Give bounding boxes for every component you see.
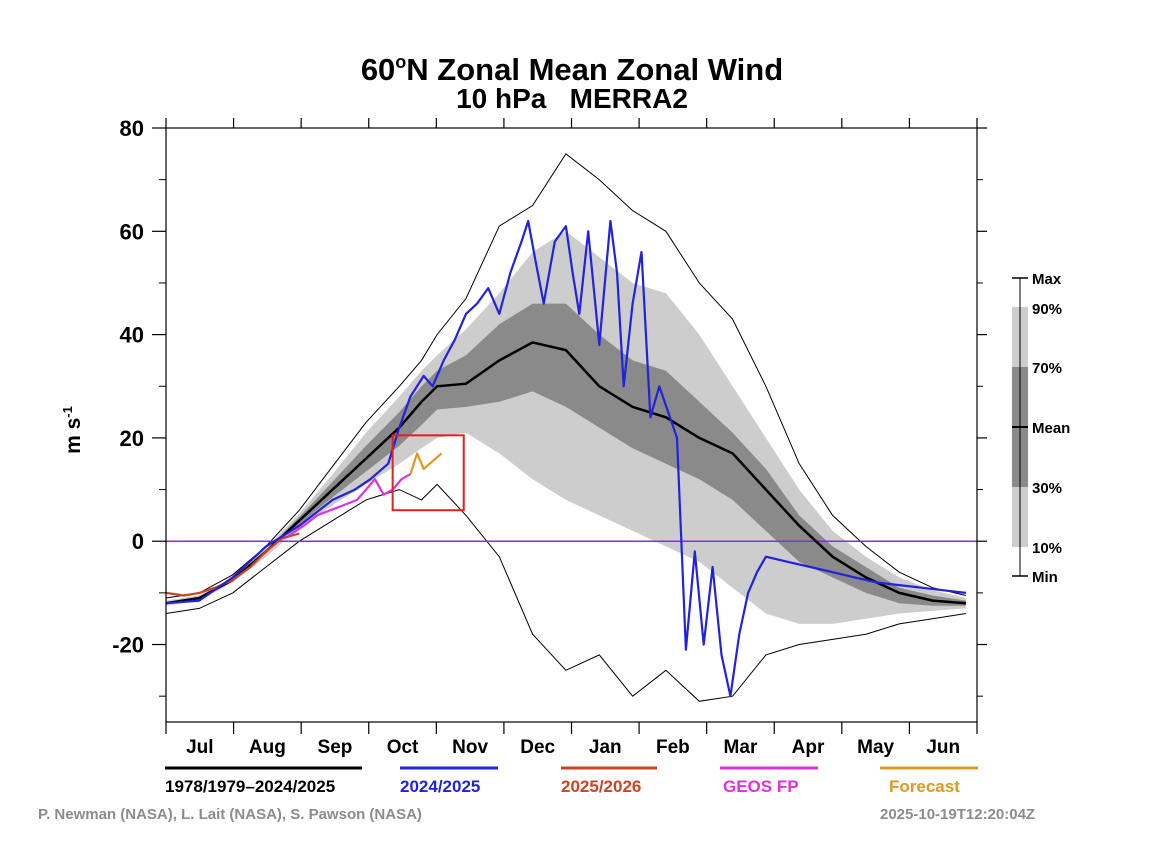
- y-tick-label: 40: [120, 323, 144, 348]
- y-tick-label: -20: [112, 633, 144, 658]
- legend-label-mean: Mean: [1032, 420, 1070, 437]
- legend-2024-label: 2024/2025: [400, 777, 480, 796]
- legend-2025-label: 2025/2026: [561, 777, 641, 796]
- month-label: May: [857, 737, 894, 758]
- series-line-geos-fp: [287, 473, 411, 538]
- y-tick-label: 60: [120, 219, 144, 244]
- legend-label-90: 90%: [1032, 301, 1062, 318]
- month-label: Aug: [249, 737, 286, 758]
- month-label: Sep: [318, 737, 353, 758]
- legend-climatology-label: 1978/1979–2024/2025: [165, 777, 335, 796]
- legend-forecast-label: Forecast: [889, 777, 960, 796]
- percentile-legend: Max 90% 70% Mean 30% 10% Min: [1012, 271, 1070, 586]
- chart-title: 60oN Zonal Mean Zonal Wind: [361, 52, 783, 87]
- legend-label-10: 10%: [1032, 540, 1062, 557]
- month-label: Oct: [387, 737, 419, 758]
- y-tick-label: 20: [120, 426, 144, 451]
- month-label: Jan: [589, 737, 622, 758]
- series-line-2025-2026: [165, 532, 300, 597]
- month-label: Apr: [792, 737, 825, 758]
- month-label: Jun: [926, 737, 960, 758]
- series-line-2024-2025: [165, 219, 967, 698]
- band-30-70: [166, 303, 966, 606]
- month-label: Jul: [186, 737, 213, 758]
- y-tick-label: 0: [132, 529, 144, 554]
- series-line-forecast: [409, 452, 443, 475]
- min-line: [165, 483, 966, 702]
- mean-line: [165, 341, 966, 605]
- series-legend: 1978/1979–2024/2025 2024/2025 2025/2026 …: [165, 766, 978, 796]
- month-label: Nov: [452, 737, 488, 758]
- chart-subtitle: 10 hPa MERRA2: [456, 83, 688, 114]
- max-line: [165, 153, 967, 599]
- credits-left: P. Newman (NASA), L. Lait (NASA), S. Paw…: [38, 806, 422, 823]
- highlight-box: [391, 434, 465, 512]
- legend-geos-label: GEOS FP: [723, 777, 799, 796]
- y-axis-label: m s-1: [60, 406, 85, 454]
- month-label: Dec: [520, 737, 555, 758]
- legend-label-min: Min: [1032, 569, 1058, 586]
- legend-label-max: Max: [1032, 271, 1062, 288]
- credits-right: 2025-10-19T12:20:04Z: [880, 806, 1036, 823]
- legend-label-70: 70%: [1032, 360, 1062, 377]
- month-label: Feb: [656, 737, 690, 758]
- legend-label-30: 30%: [1032, 480, 1062, 497]
- month-label: Mar: [724, 737, 758, 758]
- y-tick-label: 80: [120, 116, 144, 141]
